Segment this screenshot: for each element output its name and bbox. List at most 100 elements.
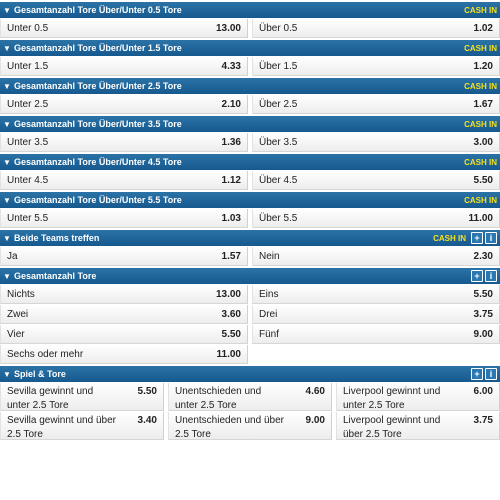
plus-icon[interactable]: + bbox=[471, 232, 483, 244]
selection-label: Vier bbox=[7, 328, 25, 340]
market-header-actions: CASH IN bbox=[464, 40, 500, 56]
bet-selection[interactable]: Unter 1.5 4.33 bbox=[0, 57, 248, 76]
cash-in-badge[interactable]: CASH IN bbox=[433, 233, 466, 243]
collapse-triangle-icon[interactable]: ▼ bbox=[3, 43, 11, 53]
cash-in-badge[interactable]: CASH IN bbox=[464, 119, 497, 129]
bet-selection[interactable]: Zwei 3.60 bbox=[0, 305, 248, 324]
bet-selection[interactable]: Ja 1.57 bbox=[0, 247, 248, 266]
collapse-triangle-icon[interactable]: ▼ bbox=[3, 81, 11, 91]
collapse-triangle-icon[interactable]: ▼ bbox=[3, 271, 11, 281]
selection-odds: 1.12 bbox=[221, 174, 241, 186]
market-header[interactable]: ▼ Gesamtanzahl Tore + i bbox=[0, 268, 500, 284]
collapse-triangle-icon[interactable]: ▼ bbox=[3, 5, 11, 15]
selection-odds: 3.40 bbox=[137, 415, 157, 426]
bet-selection[interactable]: Unter 4.5 1.12 bbox=[0, 171, 248, 190]
bet-selection[interactable]: Sevilla gewinnt und über 2.5 Tore 3.40 bbox=[0, 412, 164, 440]
market-title: Gesamtanzahl Tore Über/Unter 0.5 Tore bbox=[14, 5, 182, 15]
bet-selection[interactable]: Über 1.5 1.20 bbox=[252, 57, 500, 76]
selection-row: Zwei 3.60 Drei 3.75 bbox=[0, 304, 500, 324]
bet-selection[interactable]: Fünf 9.00 bbox=[252, 325, 500, 344]
cash-in-badge[interactable]: CASH IN bbox=[464, 43, 497, 53]
selection-label: Unentschieden und unter 2.5 Tore bbox=[175, 386, 262, 411]
market-spieltore: ▼ Spiel & Tore + i Sevilla gewinnt und unter… bbox=[0, 366, 500, 440]
bet-selection[interactable]: Sevilla gewinnt und unter 2.5 Tore 5.50 bbox=[0, 383, 164, 411]
market-ou15: ▼ Gesamtanzahl Tore Über/Unter 1.5 Tore CA… bbox=[0, 40, 500, 76]
market-total: ▼ Gesamtanzahl Tore + i Nichts 13.00 Eins 5.50 Z… bbox=[0, 268, 500, 364]
collapse-triangle-icon[interactable]: ▼ bbox=[3, 369, 11, 379]
bet-selection[interactable]: Unter 5.5 1.03 bbox=[0, 209, 248, 228]
plus-icon[interactable]: + bbox=[471, 368, 483, 380]
plus-icon[interactable]: + bbox=[471, 270, 483, 282]
market-header[interactable]: ▼ Beide Teams treffen CASH IN + i bbox=[0, 230, 500, 246]
selection-row: Unter 4.5 1.12 Über 4.5 5.50 bbox=[0, 170, 500, 190]
bet-selection[interactable]: Nein 2.30 bbox=[252, 247, 500, 266]
bet-selection[interactable]: Sechs oder mehr 11.00 bbox=[0, 345, 248, 364]
cash-in-badge[interactable]: CASH IN bbox=[464, 157, 497, 167]
selection-label: Drei bbox=[259, 308, 278, 320]
bet-selection[interactable]: Über 2.5 1.67 bbox=[252, 95, 500, 114]
selection-odds: 9.00 bbox=[473, 328, 493, 340]
cash-in-badge[interactable]: CASH IN bbox=[464, 5, 497, 15]
selection-row: Sechs oder mehr 11.00 bbox=[0, 344, 500, 364]
bet-selection[interactable]: Über 4.5 5.50 bbox=[252, 171, 500, 190]
selection-odds: 1.02 bbox=[473, 22, 493, 34]
selection-label: Über 4.5 bbox=[259, 174, 298, 186]
selection-row: Unter 3.5 1.36 Über 3.5 3.00 bbox=[0, 132, 500, 152]
selection-label: Sevilla gewinnt und unter 2.5 Tore bbox=[7, 386, 94, 411]
collapse-triangle-icon[interactable]: ▼ bbox=[3, 119, 11, 129]
markets-list: ▼ Gesamtanzahl Tore Über/Unter 0.5 Tore CA… bbox=[0, 2, 500, 440]
market-header[interactable]: ▼ Gesamtanzahl Tore Über/Unter 5.5 Tore CA… bbox=[0, 192, 500, 208]
cash-in-badge[interactable]: CASH IN bbox=[464, 81, 497, 91]
bet-selection[interactable]: Eins 5.50 bbox=[252, 285, 500, 304]
market-header[interactable]: ▼ Gesamtanzahl Tore Über/Unter 2.5 Tore CA… bbox=[0, 78, 500, 94]
market-title: Gesamtanzahl Tore bbox=[14, 271, 97, 281]
selection-odds: 11.00 bbox=[468, 212, 493, 224]
selection-label: Liverpool gewinnt und über 2.5 Tore bbox=[343, 415, 441, 440]
info-icon[interactable]: i bbox=[485, 270, 497, 282]
selection-label: Über 0.5 bbox=[259, 22, 298, 34]
selection-odds: 5.50 bbox=[137, 386, 157, 397]
bet-selection[interactable]: Unentschieden und über 2.5 Tore 9.00 bbox=[168, 412, 332, 440]
selection-label: Über 1.5 bbox=[259, 60, 298, 72]
market-header[interactable]: ▼ Gesamtanzahl Tore Über/Unter 1.5 Tore CA… bbox=[0, 40, 500, 56]
selection-odds: 13.00 bbox=[215, 22, 241, 34]
bet-selection[interactable]: Unter 2.5 2.10 bbox=[0, 95, 248, 114]
bet-selection[interactable]: Vier 5.50 bbox=[0, 325, 248, 344]
cash-in-badge[interactable]: CASH IN bbox=[464, 195, 497, 205]
market-header[interactable]: ▼ Spiel & Tore + i bbox=[0, 366, 500, 382]
bet-selection[interactable]: Liverpool gewinnt und unter 2.5 Tore 6.00 bbox=[336, 383, 500, 411]
collapse-triangle-icon[interactable]: ▼ bbox=[3, 233, 11, 243]
market-header-actions: + i bbox=[469, 268, 500, 284]
selection-odds: 2.30 bbox=[473, 250, 493, 262]
selection-label: Eins bbox=[259, 288, 279, 300]
market-header-actions: CASH IN bbox=[464, 192, 500, 208]
collapse-triangle-icon[interactable]: ▼ bbox=[3, 157, 11, 167]
bet-selection[interactable]: Über 3.5 3.00 bbox=[252, 133, 500, 152]
market-header[interactable]: ▼ Gesamtanzahl Tore Über/Unter 4.5 Tore CA… bbox=[0, 154, 500, 170]
selection-row: Nichts 13.00 Eins 5.50 bbox=[0, 284, 500, 304]
selection-label: Über 2.5 bbox=[259, 98, 298, 110]
bet-selection[interactable]: Über 0.5 1.02 bbox=[252, 19, 500, 38]
info-icon[interactable]: i bbox=[485, 368, 497, 380]
selection-odds: 4.60 bbox=[305, 386, 325, 397]
market-header-actions: CASH IN bbox=[464, 78, 500, 94]
market-title: Gesamtanzahl Tore Über/Unter 1.5 Tore bbox=[14, 43, 182, 53]
selection-odds: 2.10 bbox=[221, 98, 241, 110]
market-btts: ▼ Beide Teams treffen CASH IN + i Ja 1.57 Nein 2… bbox=[0, 230, 500, 266]
bet-selection[interactable]: Über 5.5 11.00 bbox=[252, 209, 500, 228]
bet-selection[interactable]: Unter 0.5 13.00 bbox=[0, 19, 248, 38]
selection-label: Unter 2.5 bbox=[7, 98, 49, 110]
bet-selection[interactable]: Unter 3.5 1.36 bbox=[0, 133, 248, 152]
bet-selection[interactable]: Drei 3.75 bbox=[252, 305, 500, 324]
selection-label: Fünf bbox=[259, 328, 280, 340]
bet-selection[interactable]: Nichts 13.00 bbox=[0, 285, 248, 304]
bet-selection[interactable]: Unentschieden und unter 2.5 Tore 4.60 bbox=[168, 383, 332, 411]
bet-selection[interactable]: Liverpool gewinnt und über 2.5 Tore 3.75 bbox=[336, 412, 500, 440]
market-header[interactable]: ▼ Gesamtanzahl Tore Über/Unter 0.5 Tore CA… bbox=[0, 2, 500, 18]
collapse-triangle-icon[interactable]: ▼ bbox=[3, 195, 11, 205]
market-header-actions: CASH IN bbox=[464, 2, 500, 18]
selection-odds: 3.75 bbox=[473, 415, 493, 426]
info-icon[interactable]: i bbox=[485, 232, 497, 244]
market-header[interactable]: ▼ Gesamtanzahl Tore Über/Unter 3.5 Tore CA… bbox=[0, 116, 500, 132]
selection-row: Unter 0.5 13.00 Über 0.5 1.02 bbox=[0, 18, 500, 38]
